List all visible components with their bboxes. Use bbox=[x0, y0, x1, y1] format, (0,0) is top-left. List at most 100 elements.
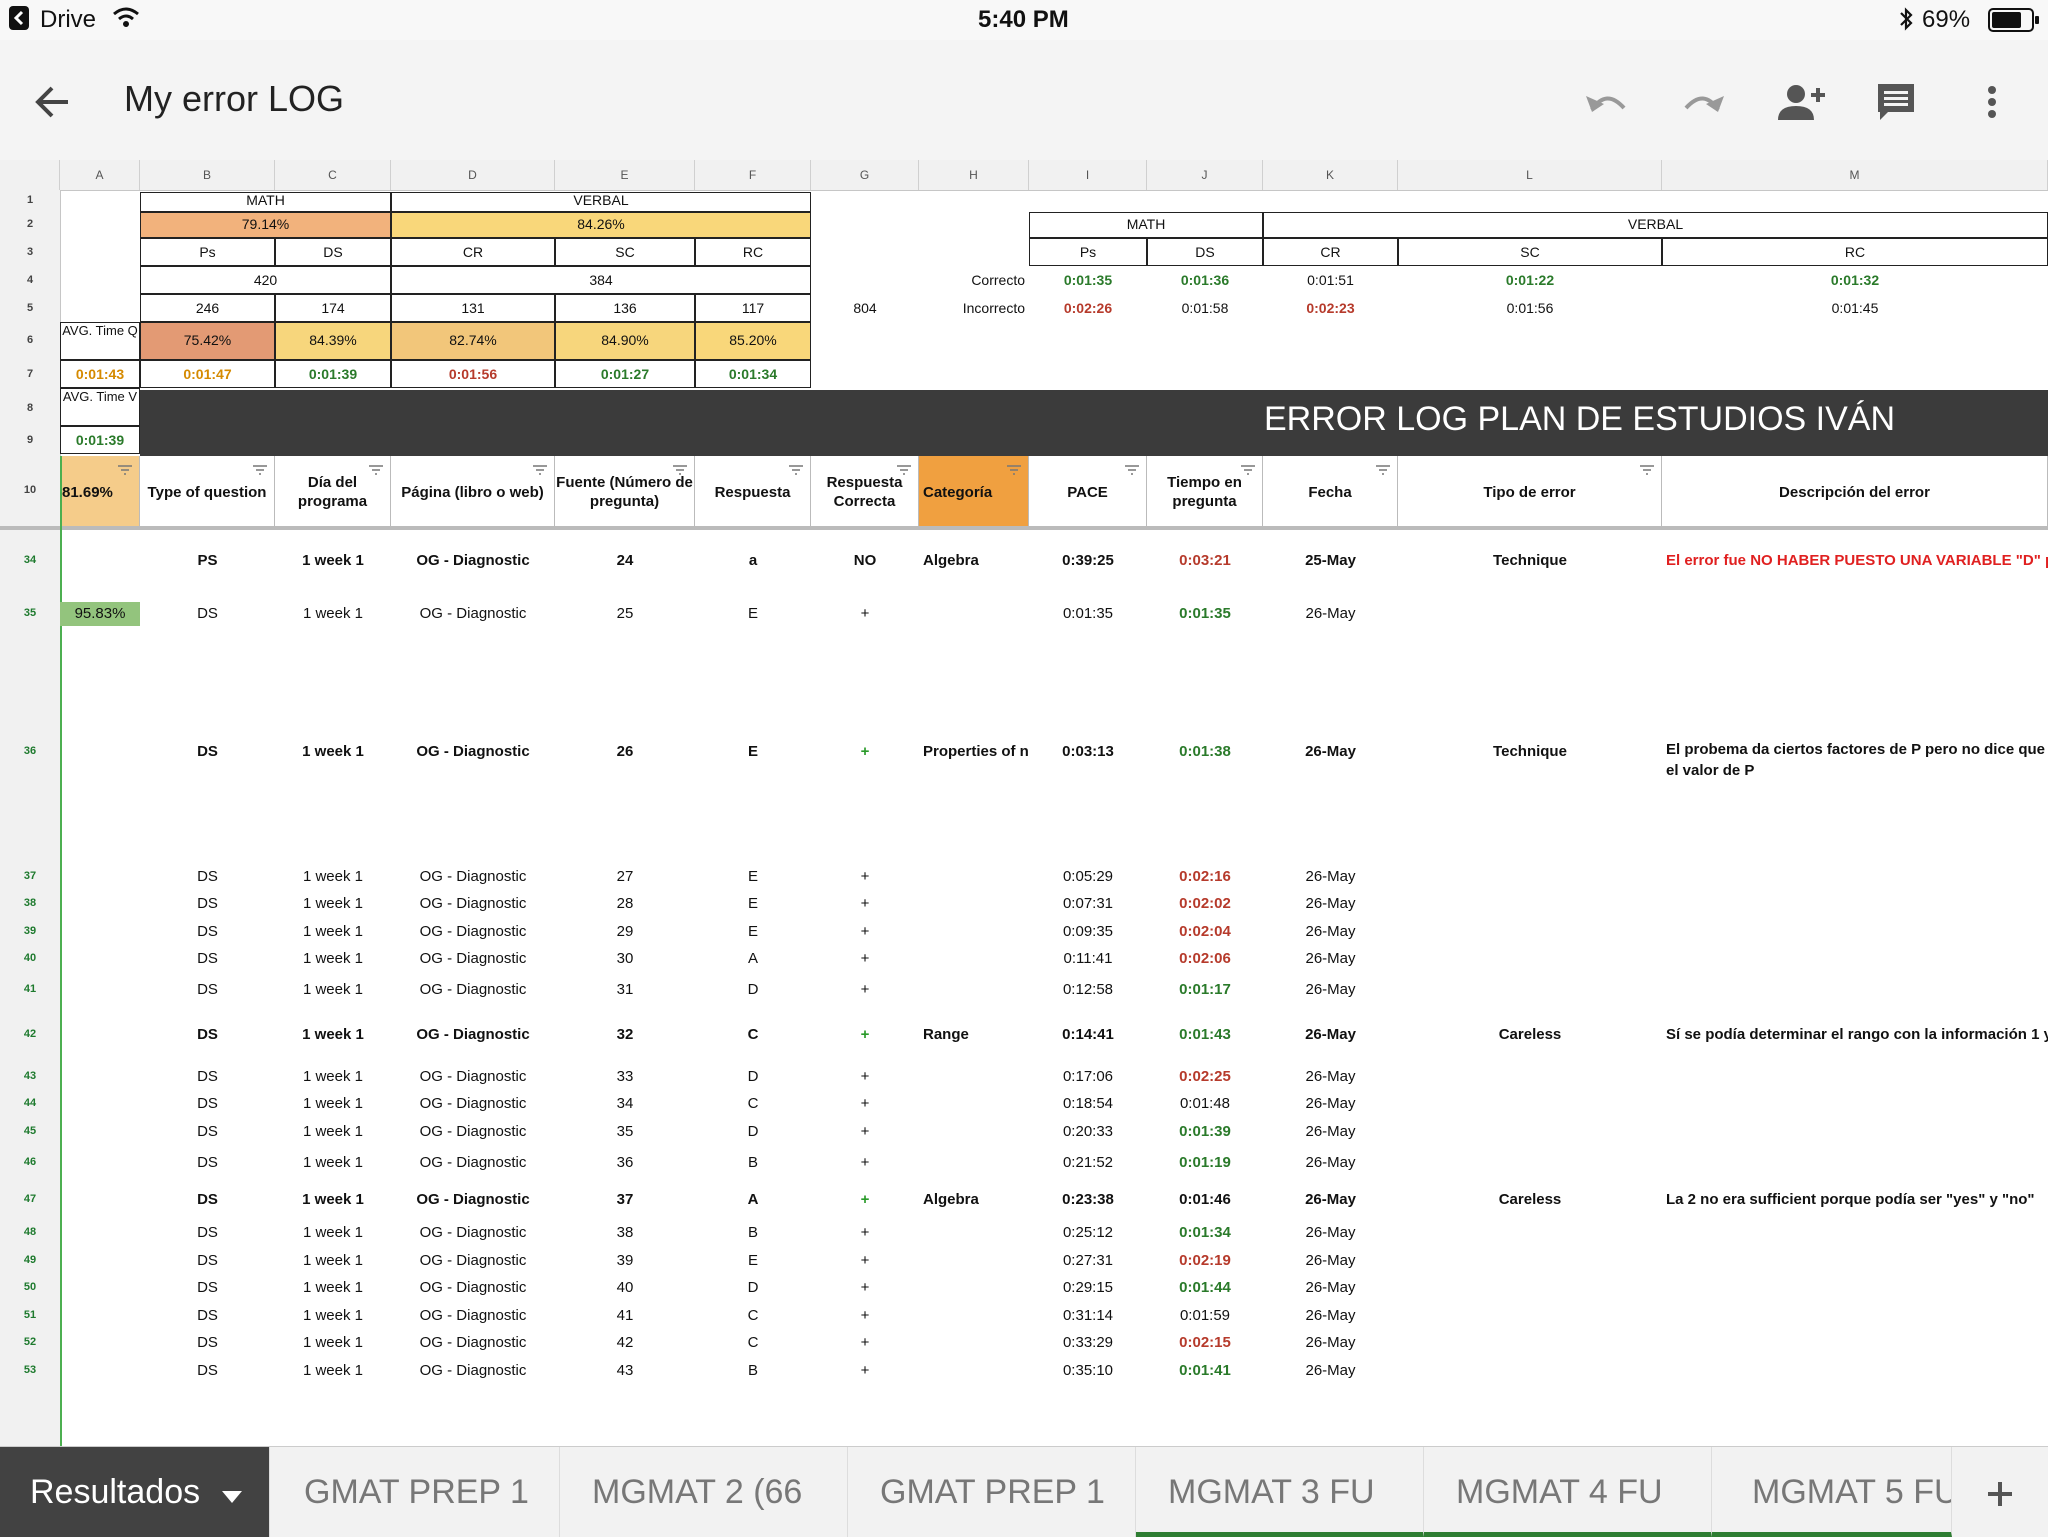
cell-pace[interactable]: 0:01:35 bbox=[1062, 605, 1114, 622]
cell-time[interactable]: 0:01:44 bbox=[1179, 1279, 1231, 1297]
cell-type[interactable]: DS bbox=[197, 1334, 218, 1352]
cell-pace[interactable]: 0:12:58 bbox=[1062, 981, 1114, 998]
cell-page[interactable]: OG - Diagnostic bbox=[419, 1122, 527, 1140]
cell-time[interactable]: 0:03:21 bbox=[1179, 552, 1231, 569]
ds-label[interactable]: DS bbox=[323, 244, 343, 260]
sc-time[interactable]: 0:01:27 bbox=[600, 366, 650, 382]
row-number[interactable]: 36 bbox=[23, 745, 37, 757]
cell-date[interactable]: 26-May bbox=[1305, 950, 1356, 968]
cell-day[interactable]: 1 week 1 bbox=[302, 1095, 364, 1113]
cell-resp[interactable]: E bbox=[747, 605, 758, 622]
cell-time[interactable]: 0:01:39 bbox=[1179, 1122, 1231, 1140]
correct-cr[interactable]: 0:01:51 bbox=[1307, 272, 1354, 288]
cell-day[interactable]: 1 week 1 bbox=[302, 1122, 364, 1140]
cell-day[interactable]: 1 week 1 bbox=[302, 1251, 364, 1269]
cell-pace[interactable]: 0:33:29 bbox=[1062, 1334, 1114, 1352]
cell-date[interactable]: 26-May bbox=[1305, 1026, 1356, 1043]
cell-num[interactable]: 43 bbox=[616, 1361, 634, 1379]
cell-time[interactable]: 0:01:19 bbox=[1179, 1153, 1231, 1171]
cell-page[interactable]: OG - Diagnostic bbox=[419, 1334, 527, 1352]
cell-date[interactable]: 26-May bbox=[1305, 605, 1356, 622]
cell-date[interactable]: 26-May bbox=[1305, 981, 1356, 998]
avg-time-v[interactable]: 0:01:39 bbox=[75, 432, 125, 448]
row-number[interactable]: 48 bbox=[23, 1226, 37, 1239]
cell-pace[interactable]: 0:31:14 bbox=[1062, 1306, 1114, 1324]
cell-num[interactable]: 31 bbox=[616, 981, 634, 998]
column-header-c[interactable]: C bbox=[275, 160, 391, 190]
row-number[interactable]: 7 bbox=[26, 368, 34, 380]
cell-page[interactable]: OG - Diagnostic bbox=[419, 867, 527, 885]
cell-date[interactable]: 26-May bbox=[1305, 1306, 1356, 1324]
cell-type[interactable]: DS bbox=[197, 1067, 218, 1085]
cell-pace[interactable]: 0:20:33 bbox=[1062, 1122, 1114, 1140]
cell-corr[interactable]: + bbox=[860, 605, 870, 622]
cell-date[interactable]: 26-May bbox=[1305, 1122, 1356, 1140]
cell-corr[interactable]: + bbox=[860, 867, 870, 885]
right-cr-label[interactable]: CR bbox=[1320, 244, 1341, 260]
cell-corr[interactable]: + bbox=[860, 950, 870, 968]
cell-num[interactable]: 27 bbox=[616, 867, 634, 885]
cell-day[interactable]: 1 week 1 bbox=[302, 605, 364, 622]
correct-rc[interactable]: 0:01:32 bbox=[1830, 272, 1880, 288]
cell-date[interactable]: 26-May bbox=[1305, 1224, 1356, 1242]
tab-mgmat-2[interactable]: MGMAT 2 (66 bbox=[560, 1447, 848, 1537]
incorrect-cr[interactable]: 0:02:23 bbox=[1306, 300, 1355, 316]
cell-time[interactable]: 0:01:48 bbox=[1179, 1095, 1231, 1113]
cell-day[interactable]: 1 week 1 bbox=[302, 922, 364, 940]
add-sheet-icon[interactable] bbox=[1952, 1447, 2048, 1537]
cell-date[interactable]: 26-May bbox=[1305, 867, 1356, 885]
ps-percent[interactable]: 75.42% bbox=[183, 332, 232, 348]
math-total[interactable]: 420 bbox=[253, 272, 278, 288]
cell-type[interactable]: DS bbox=[197, 1190, 218, 1208]
cell-type[interactable]: DS bbox=[197, 1026, 218, 1043]
cell-resp[interactable]: A bbox=[747, 1190, 759, 1208]
cell-corr[interactable]: + bbox=[860, 922, 870, 940]
ps-time[interactable]: 0:01:47 bbox=[183, 366, 232, 382]
header-source[interactable]: Fuente (Número de pregunta) bbox=[555, 456, 695, 528]
row-number[interactable]: 40 bbox=[23, 952, 37, 965]
column-header-k[interactable]: K bbox=[1263, 160, 1398, 190]
cell-resp[interactable]: B bbox=[747, 1153, 758, 1171]
cell-resp[interactable]: C bbox=[747, 1095, 759, 1113]
cell-page[interactable]: OG - Diagnostic bbox=[416, 1190, 530, 1208]
cell-time[interactable]: 0:01:34 bbox=[1179, 1224, 1231, 1242]
cell-num[interactable]: 30 bbox=[616, 950, 634, 968]
cell-page[interactable]: OG - Diagnostic bbox=[419, 981, 527, 998]
cell-corr[interactable]: + bbox=[860, 1306, 870, 1324]
redo-icon[interactable] bbox=[1676, 74, 1732, 130]
avg-time-q-label[interactable]: AVG. Time Q bbox=[62, 323, 138, 338]
cell-pace[interactable]: 0:21:52 bbox=[1062, 1153, 1114, 1171]
tab-gmat-prep-1b[interactable]: GMAT PREP 1 bbox=[848, 1447, 1136, 1537]
cell-time[interactable]: 0:02:06 bbox=[1179, 950, 1231, 968]
verbal-total[interactable]: 384 bbox=[589, 272, 613, 288]
cell-resp[interactable]: E bbox=[747, 743, 758, 760]
cell-pace[interactable]: 0:03:13 bbox=[1062, 743, 1114, 760]
cell-corr[interactable]: + bbox=[860, 743, 870, 760]
cell-num[interactable]: 29 bbox=[616, 922, 634, 940]
header-pace[interactable]: PACE bbox=[1029, 456, 1147, 528]
cell-desc[interactable]: El probema da ciertos factores de P pero… bbox=[1666, 741, 2048, 758]
cell-num[interactable]: 24 bbox=[616, 552, 634, 569]
column-header-l[interactable]: L bbox=[1398, 160, 1662, 190]
cell-time[interactable]: 0:02:16 bbox=[1179, 867, 1231, 885]
header-day[interactable]: Día del programa bbox=[275, 456, 391, 528]
cell-time[interactable]: 0:01:43 bbox=[1179, 1026, 1231, 1043]
incorrect-ds[interactable]: 0:01:58 bbox=[1181, 300, 1229, 316]
row-number[interactable]: 37 bbox=[23, 869, 37, 882]
cell-cat[interactable]: Properties of n bbox=[923, 743, 1029, 760]
cell-day[interactable]: 1 week 1 bbox=[302, 981, 364, 998]
cell-resp[interactable]: B bbox=[747, 1224, 758, 1242]
cell-desc[interactable]: El error fue NO HABER PUESTO UNA VARIABL… bbox=[1666, 552, 2048, 569]
row-number[interactable]: 4 bbox=[26, 274, 34, 286]
cell-page[interactable]: OG - Diagnostic bbox=[416, 743, 530, 760]
column-header-d[interactable]: D bbox=[391, 160, 555, 190]
cell-corr[interactable]: + bbox=[860, 1095, 870, 1113]
ps-label[interactable]: Ps bbox=[199, 244, 216, 260]
correct-sc[interactable]: 0:01:22 bbox=[1505, 272, 1555, 288]
cell-type[interactable]: DS bbox=[197, 1122, 218, 1140]
tab-mgmat-5[interactable]: MGMAT 5 FU bbox=[1712, 1447, 1952, 1537]
cell-err[interactable]: Technique bbox=[1493, 552, 1567, 569]
column-header-a[interactable]: A bbox=[60, 160, 140, 190]
cell-page[interactable]: OG - Diagnostic bbox=[419, 1067, 527, 1085]
cell-resp[interactable]: C bbox=[747, 1026, 759, 1043]
